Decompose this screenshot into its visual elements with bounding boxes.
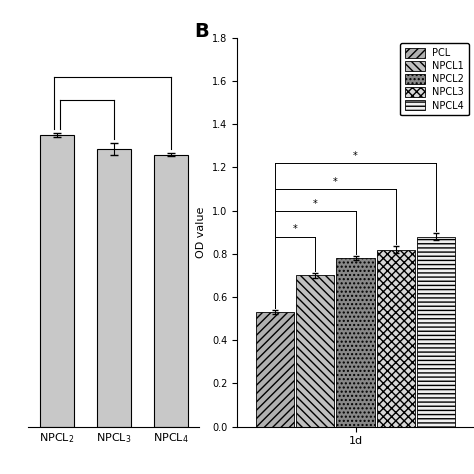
Bar <box>256 312 294 427</box>
Y-axis label: OD value: OD value <box>196 207 206 258</box>
Text: B: B <box>194 22 209 41</box>
Bar <box>40 135 74 427</box>
Bar <box>154 155 188 427</box>
Bar <box>377 249 415 427</box>
Bar <box>417 237 455 427</box>
Text: *: * <box>353 151 358 161</box>
Legend: PCL, NPCL1, NPCL2, NPCL3, NPCL4: PCL, NPCL1, NPCL2, NPCL3, NPCL4 <box>401 43 469 116</box>
Bar <box>296 275 334 427</box>
Bar <box>97 149 131 427</box>
Text: *: * <box>313 199 318 209</box>
Bar <box>337 258 374 427</box>
Text: *: * <box>333 177 338 187</box>
Text: *: * <box>293 224 298 235</box>
